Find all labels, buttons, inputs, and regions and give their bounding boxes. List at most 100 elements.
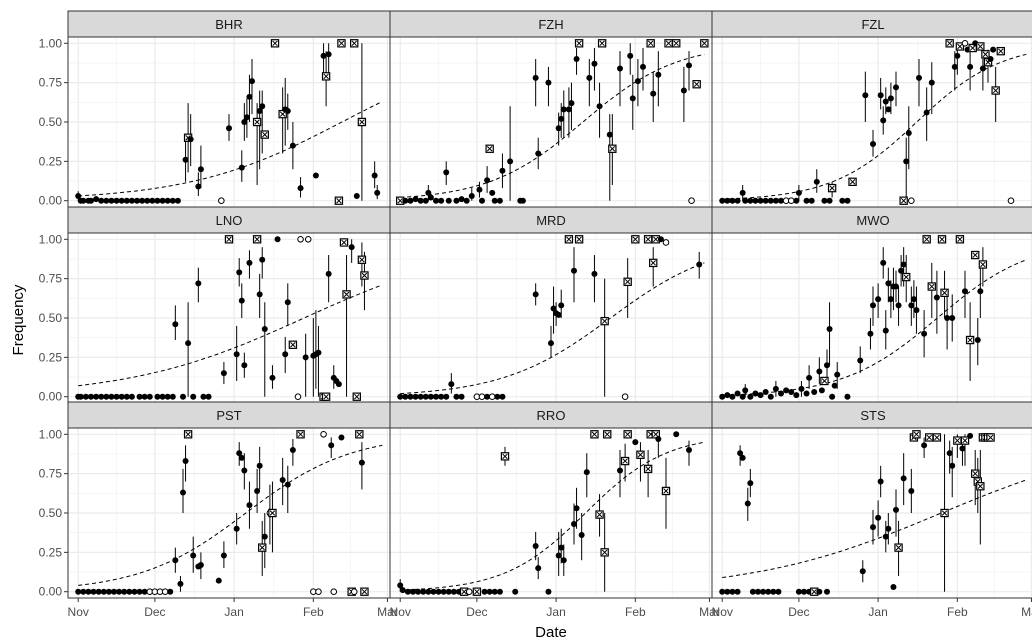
data-point: [435, 588, 442, 595]
data-point: [798, 385, 805, 392]
data-point: [484, 177, 491, 184]
data-point: [821, 197, 828, 204]
data-point: [933, 294, 940, 301]
data-point: [903, 158, 910, 165]
data-point: [180, 393, 186, 400]
data-point: [739, 189, 746, 196]
data-point: [816, 368, 823, 375]
data-point-mark: [977, 43, 984, 50]
data-point: [486, 588, 493, 595]
data-point-mark: [622, 458, 628, 464]
data-point: [875, 296, 882, 303]
data-point: [870, 524, 876, 531]
data-point: [126, 588, 133, 595]
data-point: [187, 136, 194, 143]
data-point: [82, 393, 89, 400]
y-tick-label: 1.00: [39, 36, 63, 50]
data-point: [739, 393, 746, 400]
data-point: [159, 393, 166, 400]
data-point: [88, 197, 94, 204]
data-point: [425, 588, 432, 595]
data-point: [241, 362, 248, 369]
data-point: [282, 351, 289, 358]
data-point: [882, 327, 889, 334]
data-point: [289, 447, 296, 454]
data-point: [949, 315, 956, 321]
data-point: [688, 197, 695, 205]
data-point: [128, 197, 135, 204]
data-point: [762, 388, 769, 395]
data-point: [190, 393, 197, 400]
data-point: [885, 280, 892, 287]
data-point: [254, 487, 261, 494]
data-point: [893, 506, 899, 513]
data-point-mark: [254, 236, 260, 243]
data-point: [795, 189, 802, 196]
data-point: [793, 197, 800, 204]
data-point: [558, 544, 565, 551]
data-point-mark: [596, 511, 603, 518]
data-point: [215, 577, 222, 584]
data-point-mark: [397, 197, 403, 204]
data-point: [801, 588, 807, 595]
data-point: [961, 39, 969, 47]
data-point: [174, 197, 181, 204]
data-point: [407, 197, 414, 204]
panel-mrd: MRD: [389, 206, 713, 404]
data-point: [484, 393, 491, 400]
data-point-mark: [604, 431, 610, 438]
data-point: [770, 588, 777, 595]
data-point-mark: [609, 146, 616, 152]
data-point: [481, 588, 488, 595]
data-point-mark: [992, 87, 999, 94]
data-point-mark: [647, 40, 654, 47]
data-point: [877, 478, 884, 485]
data-point: [627, 52, 634, 59]
data-point-mark: [566, 236, 572, 243]
data-point: [811, 388, 818, 395]
data-point: [760, 588, 767, 595]
data-point: [182, 156, 189, 163]
data-point: [816, 588, 823, 595]
data-point: [116, 588, 123, 595]
panel-fzh: FZH: [389, 10, 713, 208]
data-point: [875, 514, 882, 521]
data-point: [921, 330, 928, 337]
data-point: [824, 362, 830, 369]
data-point: [719, 393, 726, 400]
x-tick-label: Nov: [390, 605, 411, 619]
data-point: [141, 588, 148, 595]
data-point: [719, 588, 726, 595]
data-point: [634, 78, 641, 85]
data-point-mark: [279, 111, 286, 117]
data-point-mark: [297, 431, 304, 438]
data-point: [824, 588, 830, 595]
data-point-mark: [653, 431, 659, 438]
data-point: [621, 393, 629, 401]
data-point: [427, 194, 434, 201]
data-point: [169, 393, 176, 400]
data-point: [274, 236, 281, 243]
data-point: [808, 197, 815, 204]
data-point: [885, 525, 892, 532]
data-point: [123, 393, 130, 400]
data-point: [890, 583, 897, 590]
data-point: [445, 588, 452, 595]
data-point-mark: [354, 393, 360, 400]
data-point: [118, 197, 125, 204]
data-point: [885, 106, 892, 113]
facet-strip: [711, 206, 1032, 234]
data-point: [951, 63, 958, 70]
data-point: [417, 197, 424, 204]
data-point: [987, 56, 994, 63]
data-point: [742, 197, 749, 204]
data-point: [185, 340, 192, 347]
data-point-mark: [601, 549, 608, 556]
data-point: [261, 326, 268, 333]
data-point: [279, 476, 286, 483]
data-point: [297, 185, 304, 192]
data-point: [862, 92, 869, 99]
y-tick-label: 1.00: [39, 427, 63, 441]
data-point: [571, 521, 577, 528]
trend-line: [722, 259, 1027, 396]
